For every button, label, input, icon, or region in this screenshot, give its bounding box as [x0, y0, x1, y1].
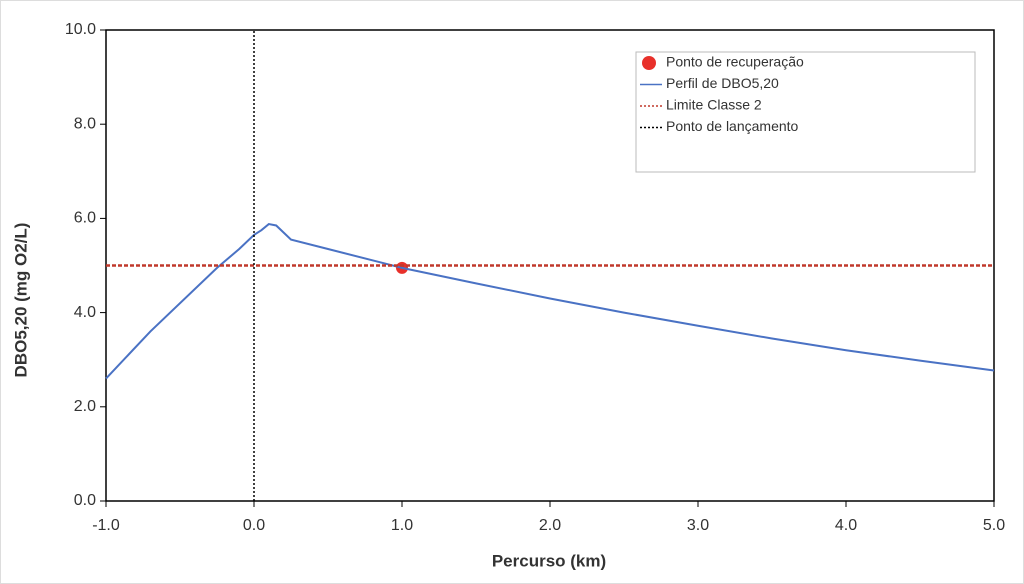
- legend-label: Limite Classe 2: [666, 97, 762, 113]
- y-tick-label: 2.0: [74, 398, 96, 415]
- y-tick-label: 0.0: [74, 492, 96, 509]
- x-tick-label: 2.0: [539, 517, 561, 534]
- x-axis-label: Percurso (km): [492, 551, 606, 570]
- x-tick-label: 0.0: [243, 517, 265, 534]
- legend-box: [635, 51, 976, 173]
- series-line: [105, 222, 995, 380]
- y-tick-label: 8.0: [74, 115, 96, 132]
- x-tick-label: 1.0: [391, 517, 413, 534]
- legend-label: Perfil de DBO5,20: [666, 75, 779, 91]
- x-tick-label: 5.0: [983, 517, 1005, 534]
- y-tick-label: 10.0: [65, 21, 96, 38]
- x-tick-label: 4.0: [835, 517, 857, 534]
- y-tick-label: 6.0: [74, 210, 96, 227]
- x-tick-label: 3.0: [687, 517, 709, 534]
- x-tick-label: -1.0: [92, 517, 120, 534]
- legend-swatch: [642, 56, 656, 70]
- legend-label: Ponto de lançamento: [666, 118, 799, 134]
- y-axis-label: DBO5,20 (mg O2/L): [11, 223, 30, 378]
- y-tick-label: 4.0: [74, 304, 96, 321]
- legend-label: Ponto de recuperação: [666, 54, 804, 70]
